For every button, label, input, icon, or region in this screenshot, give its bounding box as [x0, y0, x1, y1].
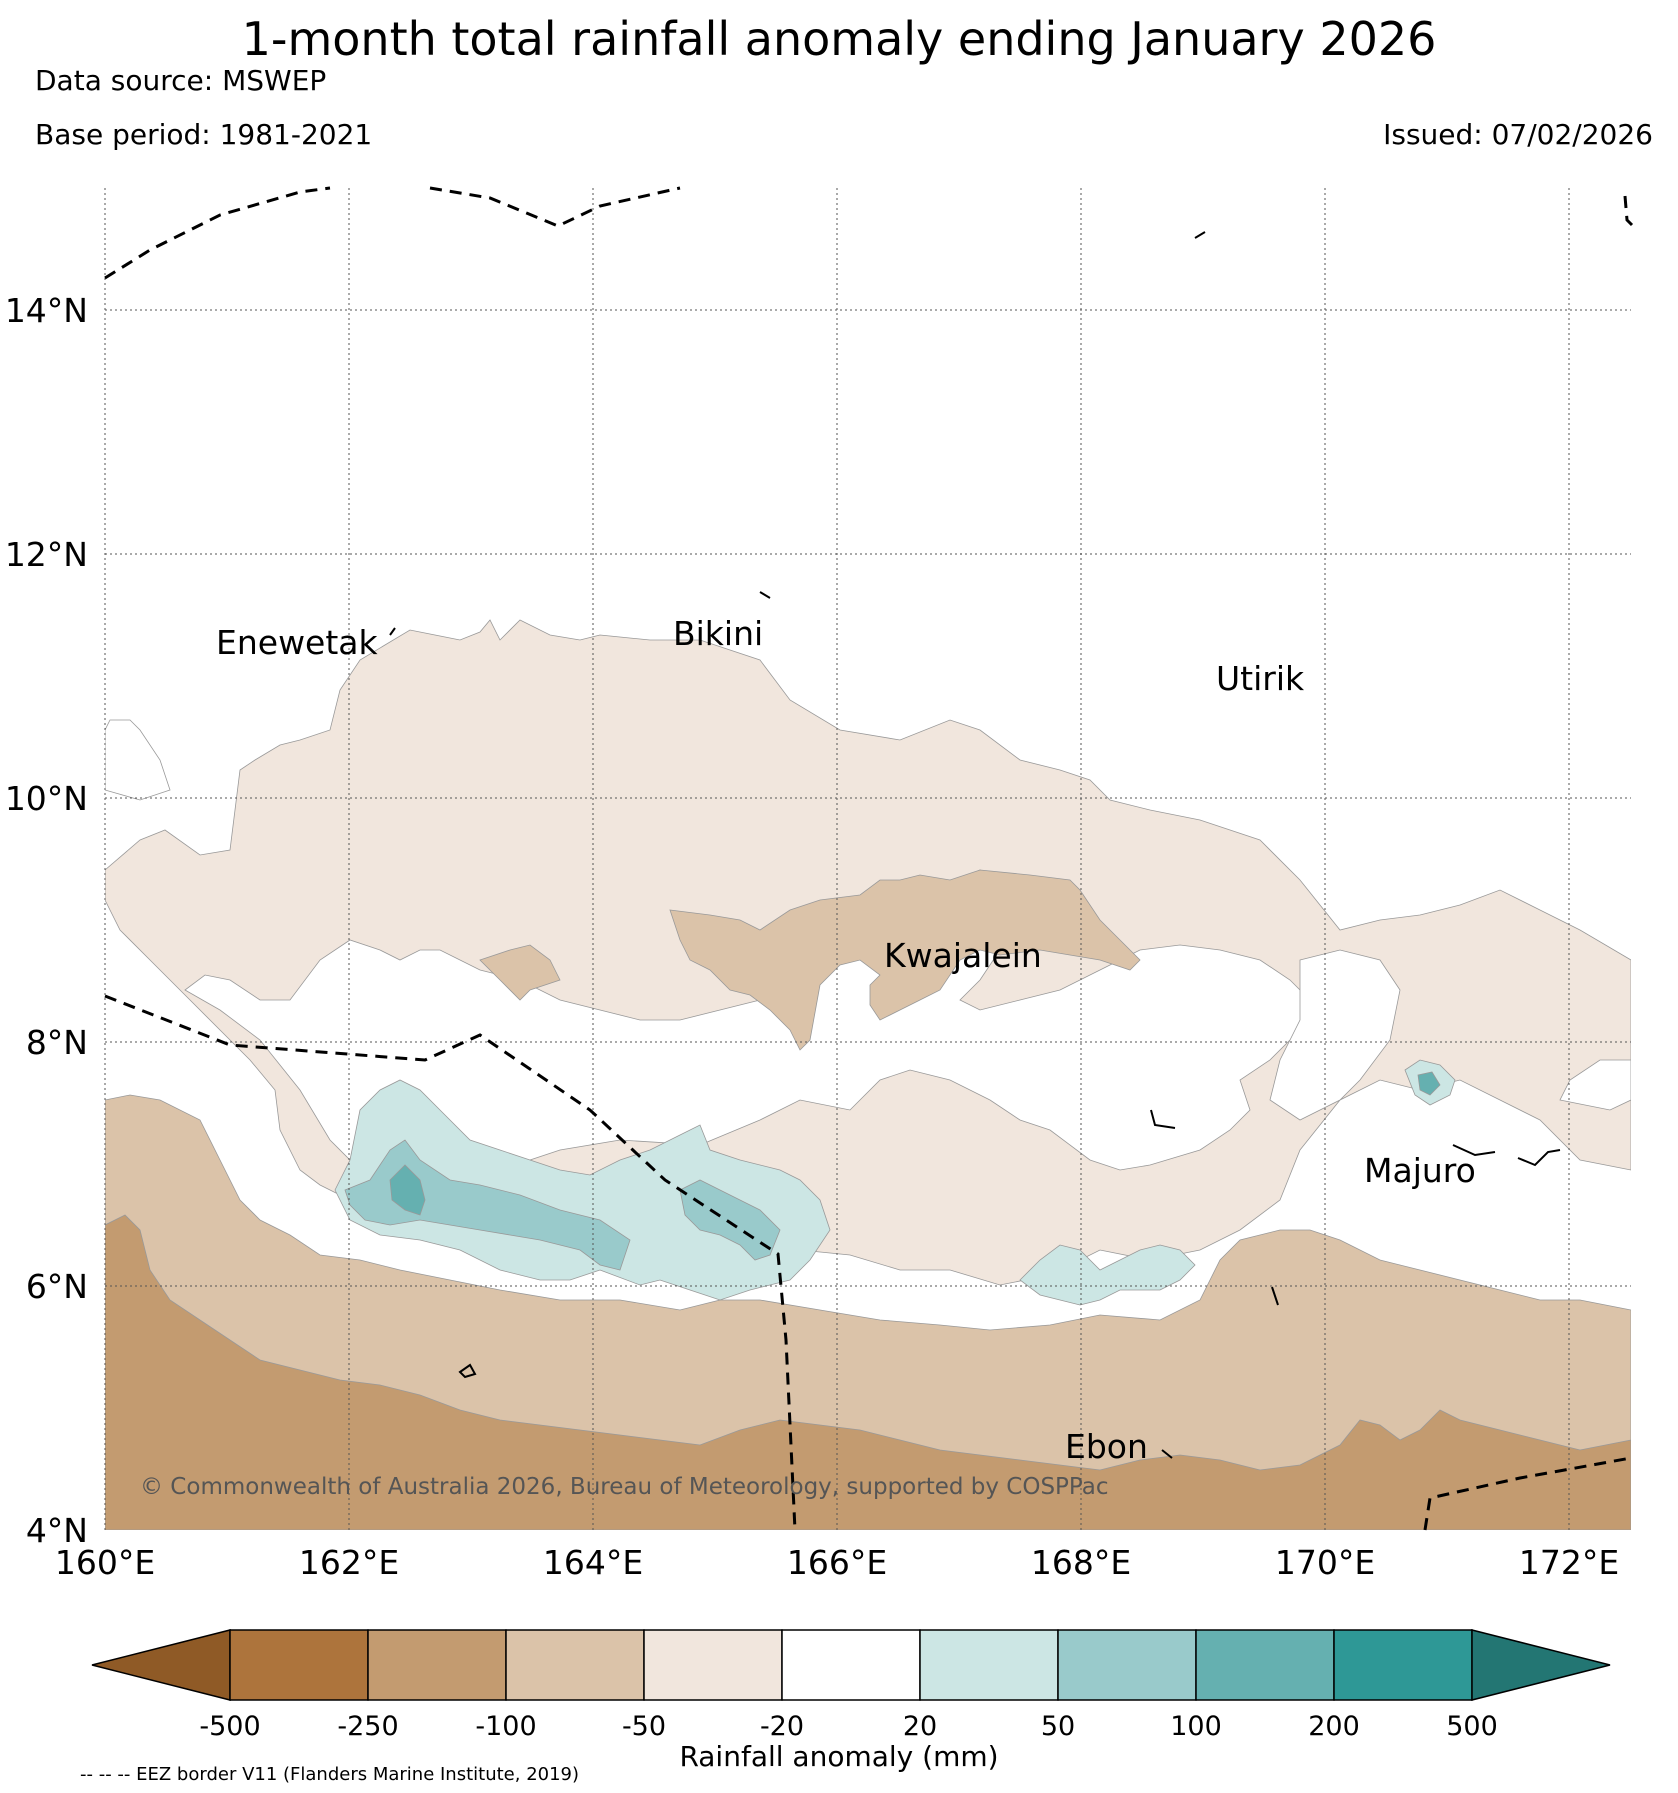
- colorbar-tick-label: 50: [1041, 1711, 1075, 1742]
- colorbar-segment: [229, 1629, 369, 1701]
- place-labels: Enewetak Bikini Utirik Kwajalein Majuro Ebon: [216, 614, 1476, 1466]
- anomaly-region-neg100: [105, 1214, 1631, 1530]
- longitude-labels: 160°E 162°E 164°E 166°E 168°E 170°E 172°E: [55, 1543, 1619, 1582]
- colorbar-tick-label: -20: [760, 1711, 804, 1742]
- anomaly-region-neg50-north: [669, 869, 1141, 1051]
- anomaly-region-neutral-4: [1559, 1059, 1631, 1111]
- latitude-label: 14°N: [5, 291, 88, 330]
- colorbar-tick-label: 200: [1308, 1711, 1360, 1742]
- anomaly-region-neutral-2: [1269, 949, 1401, 1121]
- place-label: Bikini: [673, 614, 763, 653]
- latitude-label: 10°N: [5, 779, 88, 818]
- longitude-label: 164°E: [543, 1543, 643, 1582]
- longitude-label: 168°E: [1031, 1543, 1131, 1582]
- colorbar-tick-label: 100: [1170, 1711, 1222, 1742]
- colorbar-segment: [1195, 1629, 1335, 1701]
- colorbar-tick-label: -500: [199, 1711, 260, 1742]
- anomaly-region-pos20-east: [1019, 1244, 1196, 1306]
- colorbar-tick-label: -250: [337, 1711, 398, 1742]
- anomaly-region-pos50: [344, 1139, 631, 1271]
- colorbar-segment: [643, 1629, 783, 1701]
- issued-label: Issued: 07/02/2026: [1383, 118, 1653, 151]
- latitude-label: 8°N: [26, 1023, 88, 1062]
- colorbar-segment: [781, 1629, 921, 1701]
- colorbar-segment: [919, 1629, 1059, 1701]
- place-label: Utirik: [1216, 659, 1305, 698]
- map-title: 1-month total rainfall anomaly ending Ja…: [241, 12, 1437, 66]
- colorbar-tick-label: 20: [903, 1711, 937, 1742]
- longitude-label: 162°E: [299, 1543, 399, 1582]
- longitude-label: 170°E: [1275, 1543, 1375, 1582]
- base-period-label: Base period: 1981-2021: [35, 118, 373, 151]
- colorbar-segment: [1057, 1629, 1197, 1701]
- eez-borders: [104, 186, 1634, 1531]
- latitude-label: 6°N: [26, 1267, 88, 1306]
- longitude-label: 160°E: [55, 1543, 155, 1582]
- colorbar-segment: [1333, 1629, 1473, 1701]
- gridlines: [104, 188, 1631, 1530]
- colorbar-segment-below: [91, 1629, 231, 1701]
- anomaly-region-pos20-west: [334, 1079, 831, 1301]
- atoll-outlines: [389, 231, 1561, 1459]
- place-label: Ebon: [1065, 1427, 1148, 1466]
- longitude-label: 166°E: [787, 1543, 887, 1582]
- anomaly-region-pos100-2: [1417, 1071, 1441, 1096]
- anomaly-region-pos50-2: [679, 1179, 781, 1261]
- colorbar: [91, 1629, 1611, 1701]
- place-label: Kwajalein: [884, 936, 1042, 975]
- anomaly-region-pos100: [389, 1164, 426, 1216]
- colorbar-title: Rainfall anomaly (mm): [679, 1740, 999, 1773]
- latitude-label: 4°N: [26, 1511, 88, 1550]
- latitude-labels: 4°N 6°N 8°N 10°N 12°N 14°N: [5, 291, 88, 1550]
- colorbar-segment: [367, 1629, 507, 1701]
- latitude-label: 12°N: [5, 535, 88, 574]
- anomaly-fill-layers: [105, 619, 1631, 1530]
- anomaly-region-neutral-1: [184, 869, 1311, 1181]
- colorbar-ticks: -500 -250 -100 -50 -20 20 50 100 200 500: [199, 1711, 1497, 1742]
- copyright-notice: © Commonwealth of Australia 2026, Bureau…: [140, 1474, 1109, 1500]
- eez-footnote: -- -- -- EEZ border V11 (Flanders Marine…: [80, 1764, 580, 1785]
- colorbar-tick-label: 500: [1446, 1711, 1498, 1742]
- colorbar-segment-above: [1471, 1629, 1611, 1701]
- place-label: Enewetak: [216, 623, 379, 662]
- longitude-label: 172°E: [1519, 1543, 1619, 1582]
- data-source-label: Data source: MSWEP: [35, 64, 327, 97]
- colorbar-tick-label: -50: [622, 1711, 666, 1742]
- place-label: Majuro: [1364, 1151, 1476, 1190]
- colorbar-tick-label: -100: [475, 1711, 536, 1742]
- anomaly-region-neg50-small: [479, 944, 561, 1001]
- colorbar-segment: [505, 1629, 645, 1701]
- anomaly-region-neutral-3: [105, 719, 171, 801]
